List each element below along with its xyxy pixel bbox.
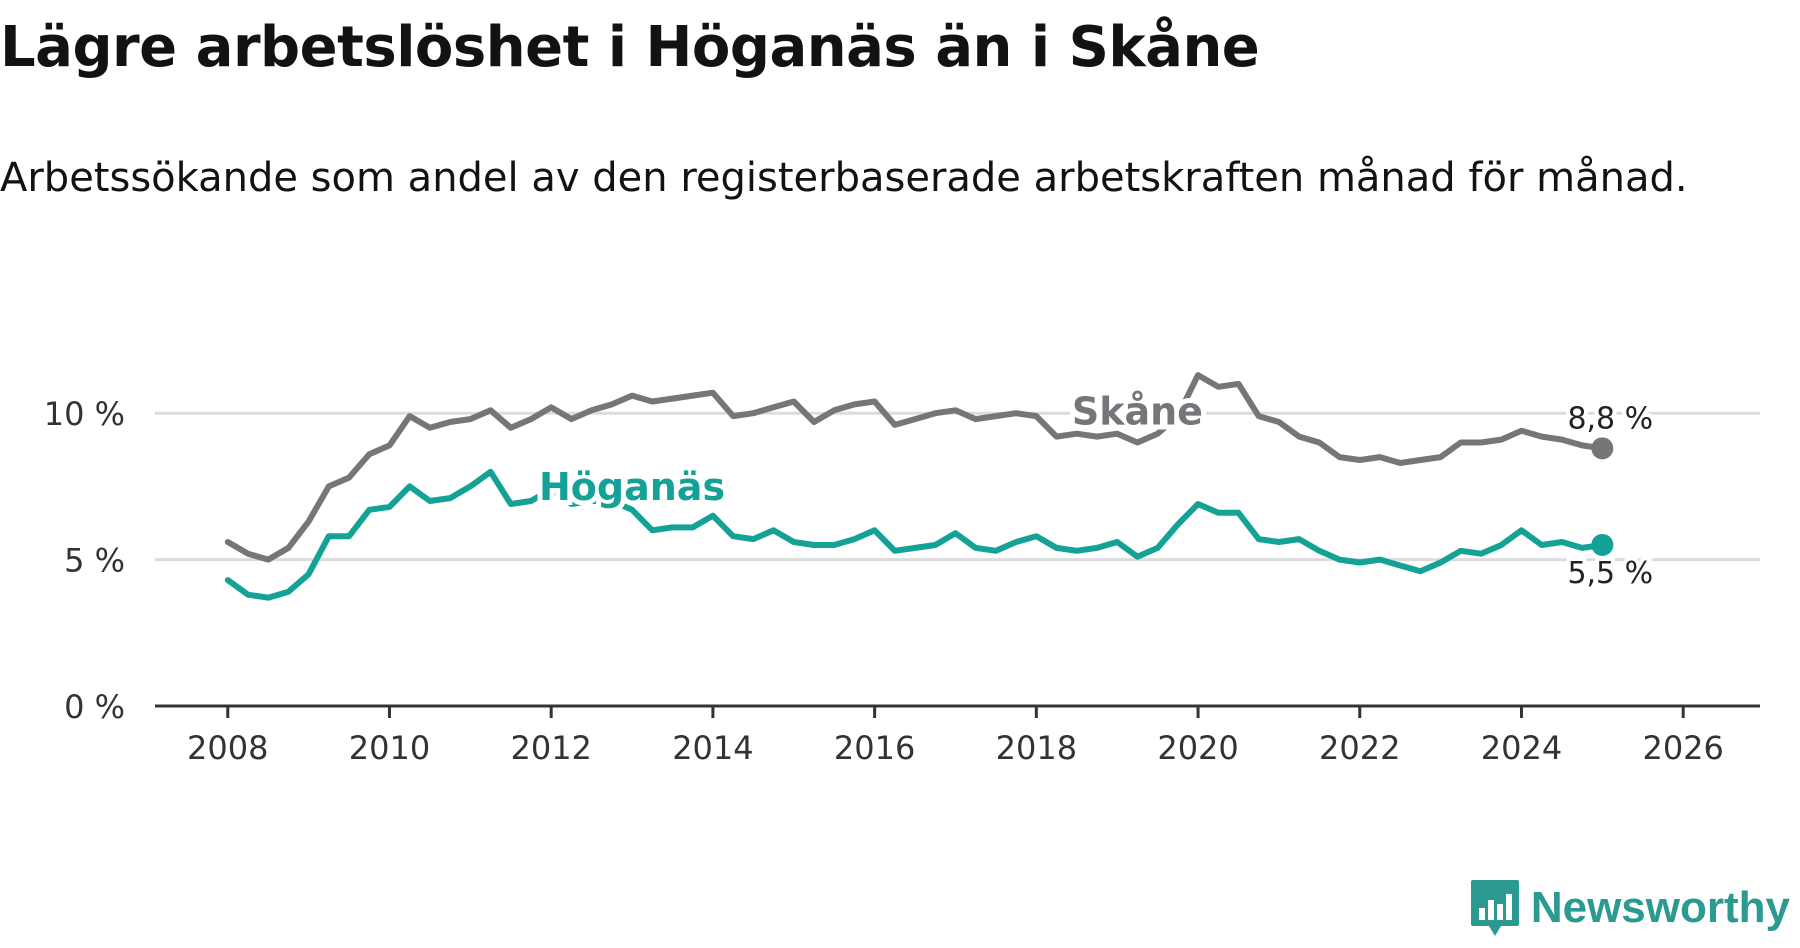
y-tick-label: 5 % [64, 542, 125, 580]
x-tick-label: 2014 [672, 729, 753, 767]
x-tick-label: 2026 [1642, 729, 1723, 767]
end-value-label-skåne: 8,8 % [1567, 401, 1653, 436]
series-line-höganäs [224, 468, 1606, 601]
x-tick-label: 2018 [996, 729, 1077, 767]
newsworthy-logo-icon [1470, 880, 1519, 936]
series-line-skåne [224, 372, 1606, 563]
series-label-skåne: Skåne [1072, 389, 1203, 433]
x-tick-label: 2016 [834, 729, 915, 767]
y-tick-label: 0 % [64, 688, 125, 726]
x-tick-label: 2024 [1481, 729, 1562, 767]
chart-title: Lägre arbetslöshet i Höganäs än i Skåne [0, 15, 1260, 80]
chart-subtitle: Arbetssökande som andel av den registerb… [0, 155, 1688, 201]
series-lines [224, 372, 1614, 601]
series-label-höganäs: Höganäs [539, 465, 725, 509]
newsworthy-logo[interactable]: Newsworthy [1469, 878, 1790, 938]
x-tick-label: 2012 [510, 729, 591, 767]
x-tick-label: 2020 [1157, 729, 1238, 767]
end-value-label-höganäs: 5,5 % [1567, 556, 1653, 591]
series-labels: Skåne 8,8 % Höganäs 5,5 % [534, 384, 1657, 594]
end-point-skåne [1591, 437, 1614, 460]
x-tick-label: 2022 [1319, 729, 1400, 767]
y-tick-label: 10 % [44, 395, 125, 433]
x-tick-label: 2010 [349, 729, 430, 767]
end-point-höganäs [1591, 533, 1614, 556]
x-tick-label: 2008 [187, 729, 268, 767]
brand-name: Newsworthy [1530, 883, 1790, 932]
axes: 0 % 5 % 10 % 2008 2010 2012 2014 2016 2018 2020 20… [44, 395, 1760, 767]
